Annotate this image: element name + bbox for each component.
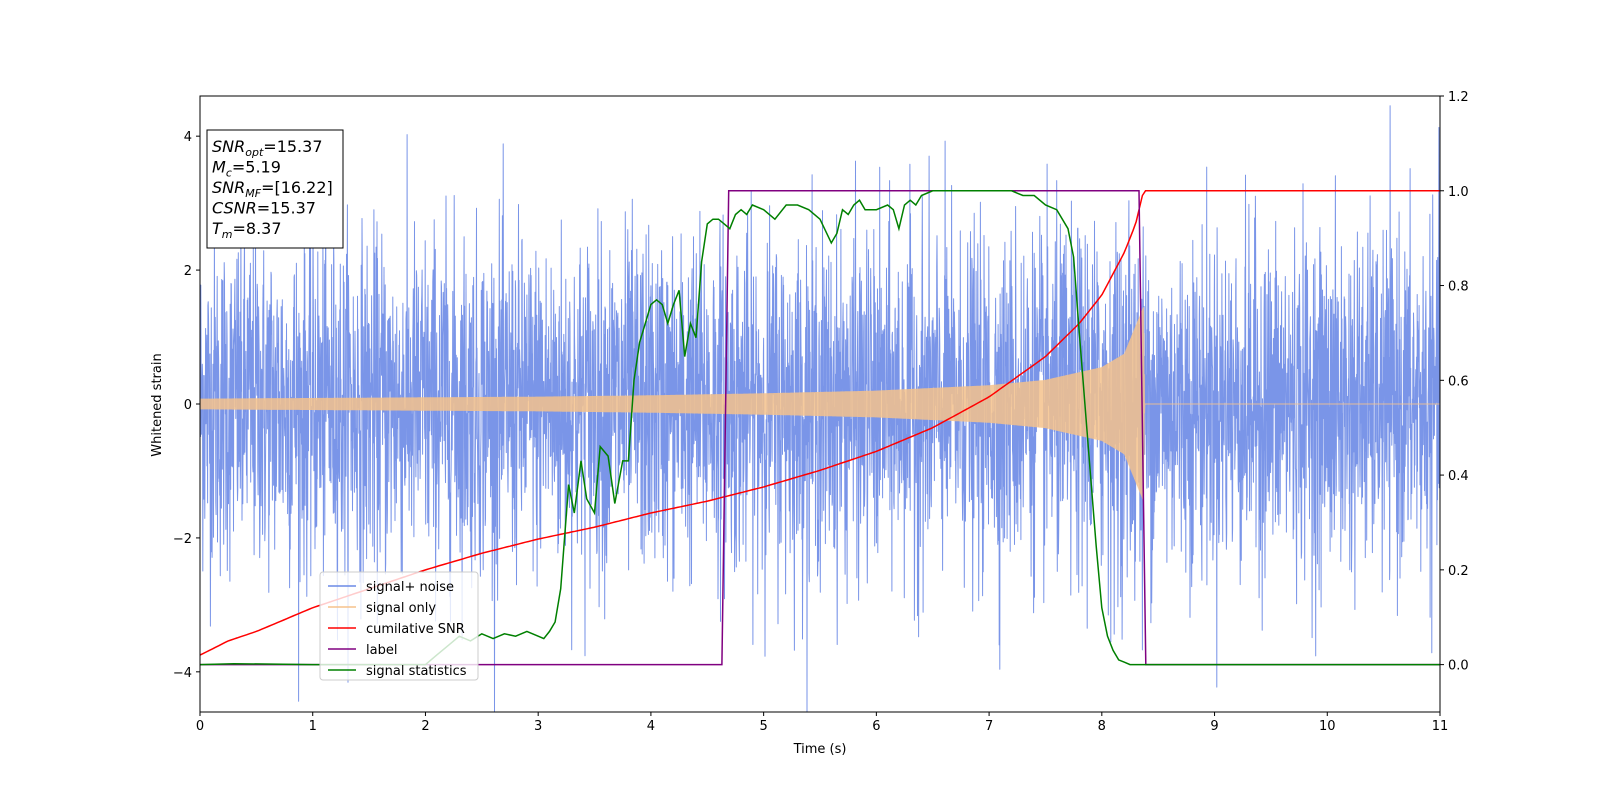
signal-statistics-series xyxy=(199,190,1440,666)
info-box-frame xyxy=(206,129,344,249)
x-tick-label: 10 xyxy=(1319,719,1336,734)
x-tick-label: 11 xyxy=(1432,719,1449,734)
x-tick-label: 0 xyxy=(196,719,204,734)
legend-items: signal+ noise signal only cumilative SNR la… xyxy=(328,580,467,679)
info-box: SNRopt=15.37Mc=5.19SNRMF=[16.22]CSNR=15.… xyxy=(206,129,344,249)
x-axis-label: Time (s) xyxy=(793,742,847,757)
y-tick-label: 4 xyxy=(184,130,192,145)
y2-tick-label: 0.6 xyxy=(1448,374,1469,389)
x-tick-label: 6 xyxy=(872,719,880,734)
legend-label: cumilative SNR xyxy=(366,622,465,637)
info-line: Mc=5.19 xyxy=(212,158,281,180)
legend-label: signal+ noise xyxy=(366,580,454,595)
y-axis-left: −4 −2 0 2 4 xyxy=(173,130,200,681)
info-value: =15.37 xyxy=(263,137,322,156)
info-line: Tm=8.37 xyxy=(212,219,282,241)
info-subscript: opt xyxy=(245,146,264,159)
y-axis-label: Whitened strain xyxy=(150,353,165,456)
info-value: =5.19 xyxy=(232,158,281,177)
legend-label: label xyxy=(366,643,397,658)
y-tick-label: −2 xyxy=(173,532,192,547)
info-name: T xyxy=(212,219,223,238)
legend-label: signal only xyxy=(366,601,436,616)
y2-tick-label: 1.0 xyxy=(1448,185,1469,200)
legend-frame xyxy=(319,571,479,681)
y-tick-label: −4 xyxy=(173,666,192,681)
legend: signal+ noise signal only cumilative SNR la… xyxy=(319,571,479,681)
info-line: SNRMF=[16.22] xyxy=(212,178,333,200)
info-value: =[16.22] xyxy=(261,178,333,197)
y2-tick-label: 0.8 xyxy=(1448,280,1469,295)
y-tick-label: 2 xyxy=(184,264,192,279)
y-tick-label: 0 xyxy=(184,398,192,413)
y2-tick-label: 1.2 xyxy=(1448,90,1469,105)
x-tick-label: 3 xyxy=(534,719,542,734)
y2-tick-label: 0.2 xyxy=(1448,564,1469,579)
info-name: SNR xyxy=(212,178,245,197)
info-name: CSNR xyxy=(212,199,257,218)
info-name: M xyxy=(212,158,226,177)
x-tick-label: 8 xyxy=(1098,719,1106,734)
y2-tick-label: 0.4 xyxy=(1448,469,1469,484)
info-line: CSNR=15.37 xyxy=(212,199,316,218)
x-tick-label: 7 xyxy=(985,719,993,734)
y2-tick-label: 0.0 xyxy=(1448,659,1469,674)
y-axis-right: 0.0 0.2 0.4 0.6 0.8 1.0 1.2 xyxy=(1440,90,1469,674)
x-tick-label: 5 xyxy=(759,719,767,734)
info-value: =15.37 xyxy=(257,199,316,218)
x-tick-label: 1 xyxy=(309,719,317,734)
info-value: =8.37 xyxy=(233,219,282,238)
signal-only-series xyxy=(199,307,1440,501)
info-subscript: m xyxy=(222,228,233,241)
info-subscript: MF xyxy=(245,187,261,200)
legend-label: signal statistics xyxy=(366,664,467,679)
info-line: SNRopt=15.37 xyxy=(212,137,323,159)
info-subscript: c xyxy=(226,167,232,180)
x-tick-label: 9 xyxy=(1210,719,1218,734)
info-name: SNR xyxy=(212,137,245,156)
x-tick-label: 2 xyxy=(421,719,429,734)
x-tick-label: 4 xyxy=(647,719,655,734)
info-lines: SNRopt=15.37Mc=5.19SNRMF=[16.22]CSNR=15.… xyxy=(212,137,333,241)
x-axis: 0 1 2 3 4 5 6 7 8 9 10 11 xyxy=(196,712,1448,734)
